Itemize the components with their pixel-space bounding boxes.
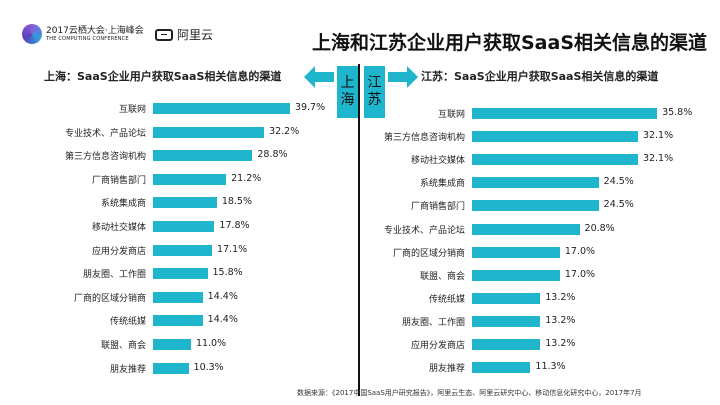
value-label: 32.1% bbox=[642, 153, 674, 165]
value-label: 11.0% bbox=[195, 338, 227, 349]
value-label: 24.5% bbox=[603, 199, 634, 211]
value-label: 20.8% bbox=[584, 222, 615, 234]
aliyun-logo-icon bbox=[155, 28, 173, 41]
value-label: 14.4% bbox=[207, 314, 238, 326]
category-label: 厂商的区域分销商 bbox=[392, 248, 465, 259]
bar bbox=[153, 339, 191, 350]
category-label: 移动社交媒体 bbox=[410, 156, 465, 167]
right-chart-title: 江苏：SaaS企业用户获取SaaS相关信息的渠道 bbox=[421, 70, 659, 83]
bar bbox=[472, 154, 638, 166]
arrow-left-icon bbox=[304, 66, 334, 88]
aliyun-logo: 阿里云 bbox=[155, 26, 213, 43]
category-label: 联盟、商会 bbox=[419, 271, 465, 282]
bar bbox=[472, 269, 560, 281]
value-label: 11.3% bbox=[535, 361, 566, 373]
bar bbox=[472, 246, 560, 258]
bar bbox=[153, 150, 253, 162]
value-label: 32.1% bbox=[642, 130, 674, 142]
category-label: 应用分发商店 bbox=[410, 341, 465, 351]
data-source-note: 数据来源：《2017中国SaaS用户研究报告》，阿里云生态、阿里云研究中心、移动… bbox=[297, 389, 642, 397]
category-label: 系统集成商 bbox=[100, 199, 146, 210]
left-chart-title: 上海：SaaS企业用户获取SaaS相关信息的渠道 bbox=[44, 70, 282, 83]
category-label: 互联网 bbox=[437, 110, 465, 120]
category-label: 第三方信息咨询机构 bbox=[383, 133, 465, 144]
value-label: 18.5% bbox=[221, 196, 252, 208]
bar bbox=[153, 103, 290, 114]
category-label: 朋友圈、工作圈 bbox=[401, 317, 465, 328]
category-label: 互联网 bbox=[118, 105, 146, 115]
bar bbox=[153, 221, 215, 232]
category-label: 移动社交媒体 bbox=[91, 223, 146, 233]
bar bbox=[153, 315, 203, 327]
bar bbox=[472, 108, 658, 119]
conference-logo-text: 2017云栖大会·上海峰会 bbox=[46, 26, 144, 36]
bar bbox=[153, 244, 212, 256]
value-label: 24.5% bbox=[603, 176, 634, 188]
bar bbox=[472, 292, 541, 304]
bar bbox=[153, 197, 217, 209]
page-title: 上海和江苏企业用户获取SaaS相关信息的渠道 bbox=[312, 32, 708, 54]
category-label: 系统集成商 bbox=[419, 179, 465, 190]
conference-logo: 2017云栖大会·上海峰会 THE COMPUTING CONFERENCE bbox=[22, 24, 144, 44]
value-label: 13.2% bbox=[545, 314, 576, 326]
value-label: 32.2% bbox=[269, 125, 300, 137]
conference-logo-subtext: THE COMPUTING CONFERENCE bbox=[46, 36, 129, 42]
conference-logo-icon bbox=[22, 24, 42, 44]
jiangsu-label-box: 江 苏 bbox=[364, 66, 385, 118]
bar bbox=[472, 177, 599, 189]
value-label: 14.4% bbox=[207, 290, 238, 302]
bar bbox=[153, 362, 189, 374]
value-label: 13.2% bbox=[545, 291, 576, 303]
value-label: 39.7% bbox=[294, 102, 326, 113]
bar bbox=[153, 173, 227, 185]
bar bbox=[472, 362, 531, 374]
value-label: 35.8% bbox=[662, 107, 693, 118]
bar bbox=[472, 200, 599, 212]
value-label: 17.0% bbox=[564, 245, 596, 257]
category-label: 传统纸媒 bbox=[109, 317, 146, 328]
aliyun-logo-text: 阿里云 bbox=[177, 28, 214, 42]
value-label: 17.0% bbox=[564, 268, 596, 280]
category-label: 联盟、商会 bbox=[100, 341, 146, 351]
value-label: 17.1% bbox=[216, 243, 248, 255]
shanghai-label-box: 上 海 bbox=[337, 66, 358, 118]
bar bbox=[472, 339, 541, 350]
value-label: 13.2% bbox=[545, 338, 576, 349]
category-label: 朋友推荐 bbox=[109, 364, 146, 375]
bar bbox=[472, 315, 541, 327]
value-label: 28.8% bbox=[257, 149, 288, 161]
divider-line bbox=[358, 64, 360, 396]
value-label: 21.2% bbox=[231, 172, 262, 184]
category-label: 专业技术、产品论坛 bbox=[64, 128, 146, 139]
bar bbox=[153, 126, 265, 138]
category-label: 专业技术、产品论坛 bbox=[383, 225, 465, 236]
category-label: 厂商销售部门 bbox=[410, 202, 465, 213]
category-label: 厂商的区域分销商 bbox=[73, 293, 146, 304]
value-label: 10.3% bbox=[193, 361, 224, 373]
bar bbox=[153, 268, 208, 280]
category-label: 厂商销售部门 bbox=[91, 175, 146, 186]
value-label: 15.8% bbox=[212, 267, 243, 279]
category-label: 朋友推荐 bbox=[428, 364, 465, 375]
bar bbox=[472, 223, 580, 235]
arrow-right-icon bbox=[388, 66, 418, 88]
category-label: 第三方信息咨询机构 bbox=[64, 152, 146, 163]
value-label: 17.8% bbox=[219, 220, 250, 231]
category-label: 传统纸媒 bbox=[428, 294, 465, 305]
bar bbox=[472, 131, 638, 143]
category-label: 应用分发商店 bbox=[91, 246, 146, 257]
bar bbox=[153, 291, 203, 303]
category-label: 朋友圈、工作圈 bbox=[82, 270, 146, 281]
